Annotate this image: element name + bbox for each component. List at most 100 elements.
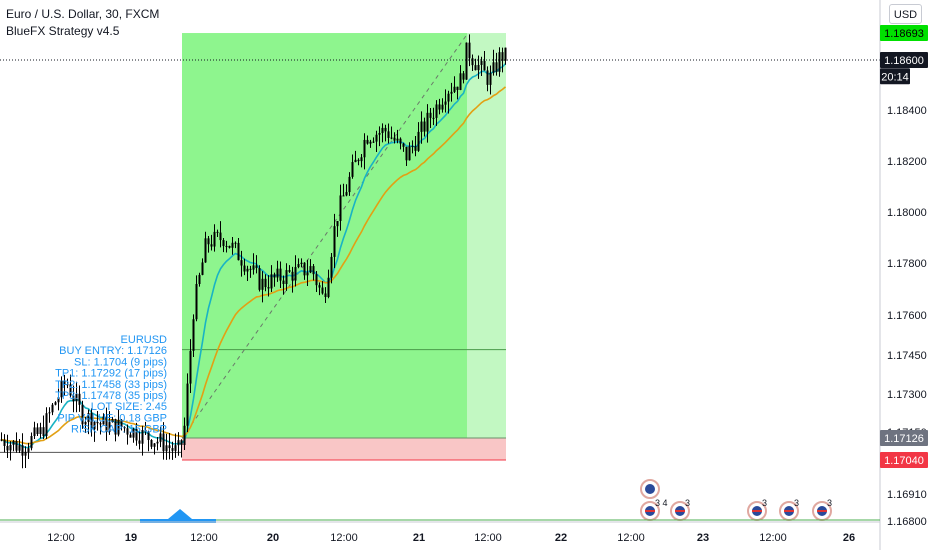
candle-body — [219, 232, 222, 241]
candle-body — [345, 192, 348, 196]
price-tag-box — [880, 430, 928, 446]
candle-body — [357, 159, 360, 162]
calendar-event-icon-center — [645, 484, 655, 494]
event-marker[interactable]: 3 — [779, 498, 799, 521]
time-tick-label: 12:00 — [330, 532, 358, 544]
economic-events[interactable]: 3 4 3 3 3 3 — [640, 479, 832, 521]
time-tick-label: 12:00 — [47, 532, 75, 544]
price-tick-label: 1.17300 — [887, 389, 927, 401]
candle-body — [327, 277, 330, 297]
price-tag-label: 1.17126 — [884, 433, 924, 445]
candle-body — [90, 412, 93, 430]
candle-body — [291, 271, 294, 281]
candle-body — [486, 70, 489, 85]
candle-body — [417, 131, 420, 151]
candle-body — [342, 195, 345, 197]
candle-body — [117, 419, 120, 435]
symbol-title[interactable]: Euro / U.S. Dollar, 30, FXCM — [6, 7, 160, 21]
time-tick-label: 12:00 — [759, 532, 787, 544]
candle-body — [351, 162, 354, 177]
candle-body — [273, 274, 276, 278]
currency-button[interactable]: USD — [889, 4, 922, 24]
candle-body — [60, 380, 63, 398]
candle-body — [285, 270, 288, 284]
trade-info-tp2: TP2: 1.17458 (33 pips) — [55, 379, 167, 391]
event-count: 3 — [762, 498, 767, 508]
signal-bar — [140, 519, 216, 523]
trade-info-pip-value: PIP VALUE: 0.18 GBP — [57, 412, 167, 424]
time-tick-label: 12:00 — [474, 532, 502, 544]
time-tick-label: 19 — [125, 532, 137, 544]
candle-body — [408, 146, 411, 161]
event-marker[interactable]: 3 — [747, 498, 767, 521]
globe-event-icon-stripe — [752, 510, 762, 512]
candle-body — [6, 445, 9, 451]
event-marker[interactable] — [640, 479, 660, 499]
candle-body — [300, 262, 303, 265]
candle-body — [33, 427, 36, 437]
candle-body — [237, 242, 240, 261]
candle-body — [27, 448, 30, 452]
candle-body — [207, 238, 210, 245]
price-tick-label: 1.16910 — [887, 489, 927, 501]
candle-body — [453, 86, 456, 92]
candle-body — [240, 260, 243, 266]
candle-body — [399, 138, 402, 144]
price-tag-label: 1.18693 — [884, 28, 924, 40]
candle-body — [69, 384, 72, 396]
candle-body — [195, 283, 198, 320]
candle-body — [75, 393, 78, 402]
indicator-title[interactable]: BlueFX Strategy v4.5 — [6, 24, 120, 38]
candle-body — [183, 425, 186, 446]
candle-body — [108, 422, 111, 432]
time-tick-label: 23 — [697, 532, 709, 544]
buy-signal-triangle — [168, 509, 192, 519]
candle-body — [279, 268, 282, 281]
candle-body — [78, 393, 81, 405]
candle-body — [186, 383, 189, 426]
candle-body — [312, 266, 315, 275]
candle-body — [132, 428, 135, 438]
candle-body — [72, 395, 75, 402]
candle-body — [162, 433, 165, 452]
event-marker[interactable]: 3 — [812, 498, 832, 521]
event-marker[interactable]: 3 4 — [640, 498, 668, 521]
candle-body — [255, 265, 258, 269]
candle-body — [339, 195, 342, 221]
candle-body — [18, 445, 21, 451]
candle-body — [174, 445, 177, 451]
event-marker[interactable]: 3 — [670, 498, 690, 521]
candle-body — [48, 412, 51, 414]
time-tick-label: 12:00 — [190, 532, 218, 544]
price-tag-box — [880, 452, 928, 468]
loss-zone — [182, 438, 506, 460]
candle-body — [288, 270, 291, 272]
candle-body — [0, 439, 3, 441]
price-tag-label: 20:14 — [881, 71, 909, 83]
candle-body — [471, 58, 474, 66]
price-tick-label: 1.17450 — [887, 350, 927, 362]
candle-body — [318, 285, 321, 288]
candle-body — [189, 350, 192, 384]
candle-body — [396, 138, 399, 141]
candle-body — [363, 139, 366, 158]
trade-info-buy-entry: BUY ENTRY: 1.17126 — [59, 345, 167, 357]
candle-body — [495, 62, 498, 72]
trade-zones — [0, 32, 506, 461]
time-axis[interactable]: 12:00 19 12:00 20 12:00 21 12:00 22 12:00 23 12:00… — [0, 509, 880, 544]
candle-body — [348, 176, 351, 193]
candle-body — [468, 42, 471, 59]
flag-event-icon-stripe — [784, 510, 794, 512]
price-tick-label: 1.16800 — [887, 516, 927, 528]
candle-body — [144, 430, 147, 432]
flag-event-icon-stripe — [645, 510, 655, 512]
trade-info-sl: SL: 1.1704 (9 pips) — [74, 356, 167, 368]
candle-body — [441, 104, 444, 110]
candle-body — [321, 287, 324, 294]
candle-body — [306, 272, 309, 276]
candle-body — [447, 93, 450, 102]
candle-body — [225, 245, 228, 247]
candle-body — [477, 64, 480, 71]
